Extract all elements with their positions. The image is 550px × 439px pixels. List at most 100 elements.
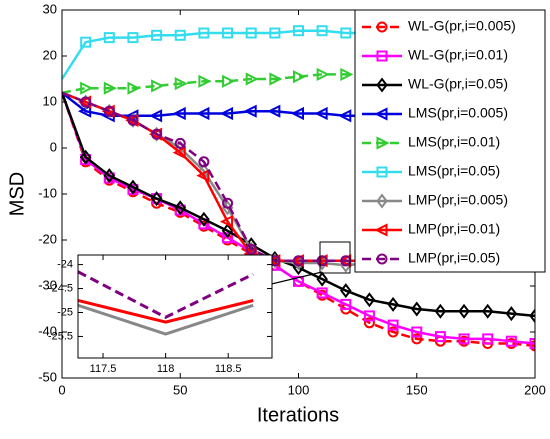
marker: [434, 331, 446, 343]
legend-label: WL-G(pr,i=0.05): [408, 76, 508, 92]
marker: [174, 137, 186, 149]
marker: [196, 106, 210, 121]
legend-label: LMS(pr,i=0.005): [408, 105, 508, 121]
marker: [151, 128, 163, 140]
marker: [481, 303, 494, 319]
marker: [219, 106, 234, 121]
marker: [529, 338, 535, 349]
legend-marker: [374, 223, 388, 237]
marker: [316, 25, 328, 37]
series-group: [78, 270, 254, 336]
x-tick-label: 118.5: [215, 363, 242, 375]
marker: [79, 149, 92, 165]
legend-marker: [376, 136, 390, 150]
legend-marker: [376, 77, 388, 93]
marker: [458, 303, 470, 319]
legend-marker: [376, 166, 388, 178]
marker: [316, 67, 330, 81]
marker: [293, 255, 304, 267]
y-tick-label: -25: [57, 306, 73, 318]
marker: [340, 298, 352, 310]
y-tick-label: 10: [43, 93, 57, 108]
marker: [363, 317, 375, 329]
y-tick-label: -24: [57, 258, 73, 270]
marker: [198, 211, 210, 227]
marker: [482, 333, 494, 345]
legend-label: LMP(pr,i=0.05): [408, 250, 500, 266]
legend-marker: [374, 107, 388, 121]
x-tick-label: 117.5: [90, 363, 117, 375]
y-tick-label: -30: [38, 277, 57, 292]
marker: [127, 179, 139, 195]
marker: [434, 303, 447, 319]
marker: [387, 319, 399, 331]
y-axis-label: MSD: [6, 172, 28, 216]
marker: [411, 333, 423, 345]
x-tick-label: 200: [524, 382, 546, 397]
y-tick-label: 0: [50, 139, 57, 154]
marker: [245, 27, 257, 39]
legend-label: WL-G(pr,i=0.005): [408, 18, 516, 34]
y-tick-label: 30: [43, 1, 57, 16]
marker: [314, 106, 328, 121]
axes-frame: [77, 254, 273, 359]
x-tick-label: 50: [173, 382, 187, 397]
marker: [269, 27, 281, 39]
marker: [127, 81, 141, 95]
x-axis-label: Iterations: [257, 404, 339, 426]
legend-marker: [376, 193, 388, 209]
marker: [80, 36, 92, 48]
marker: [316, 287, 328, 299]
x-tick-label: 100: [288, 382, 310, 397]
zoom-box: [319, 241, 351, 274]
marker: [293, 275, 304, 287]
legend-label: LMP(pr,i=0.01): [408, 221, 500, 237]
marker: [174, 200, 187, 216]
marker: [172, 146, 186, 160]
y-tick-label: -25.5: [48, 330, 73, 342]
marker: [127, 114, 139, 126]
marker: [316, 271, 328, 287]
marker: [505, 306, 518, 322]
series-line: [78, 299, 254, 324]
marker: [219, 215, 234, 229]
series-line: [78, 303, 254, 336]
marker: [505, 335, 517, 347]
marker: [103, 32, 115, 44]
marker: [172, 106, 186, 121]
x-tick-label: 0: [58, 382, 65, 397]
marker: [363, 292, 376, 308]
marker: [150, 191, 163, 207]
legend-label: LMS(pr,i=0.05): [408, 163, 500, 179]
marker: [410, 301, 423, 317]
marker: [222, 197, 234, 209]
legend-marker: [376, 50, 388, 62]
marker: [387, 326, 399, 338]
marker: [267, 104, 281, 118]
marker: [411, 326, 423, 338]
marker: [340, 27, 352, 39]
marker: [245, 243, 257, 255]
series-line: [78, 270, 254, 319]
y-tick-label: -20: [38, 231, 57, 246]
y-tick-label: -10: [38, 185, 57, 200]
marker: [269, 72, 283, 86]
legend-label: WL-G(pr,i=0.01): [408, 47, 508, 63]
x-tick-label: 118: [157, 363, 175, 375]
series-line: [62, 92, 535, 345]
marker: [198, 27, 210, 39]
marker: [198, 74, 212, 88]
marker: [243, 104, 257, 118]
marker: [151, 79, 165, 93]
marker: [80, 96, 92, 108]
marker: [293, 25, 304, 37]
marker: [174, 29, 186, 41]
marker: [316, 255, 328, 267]
marker: [80, 81, 94, 95]
marker: [103, 168, 116, 184]
marker: [174, 77, 188, 91]
marker: [340, 283, 352, 299]
marker: [221, 223, 234, 239]
legend-marker: [376, 21, 388, 33]
